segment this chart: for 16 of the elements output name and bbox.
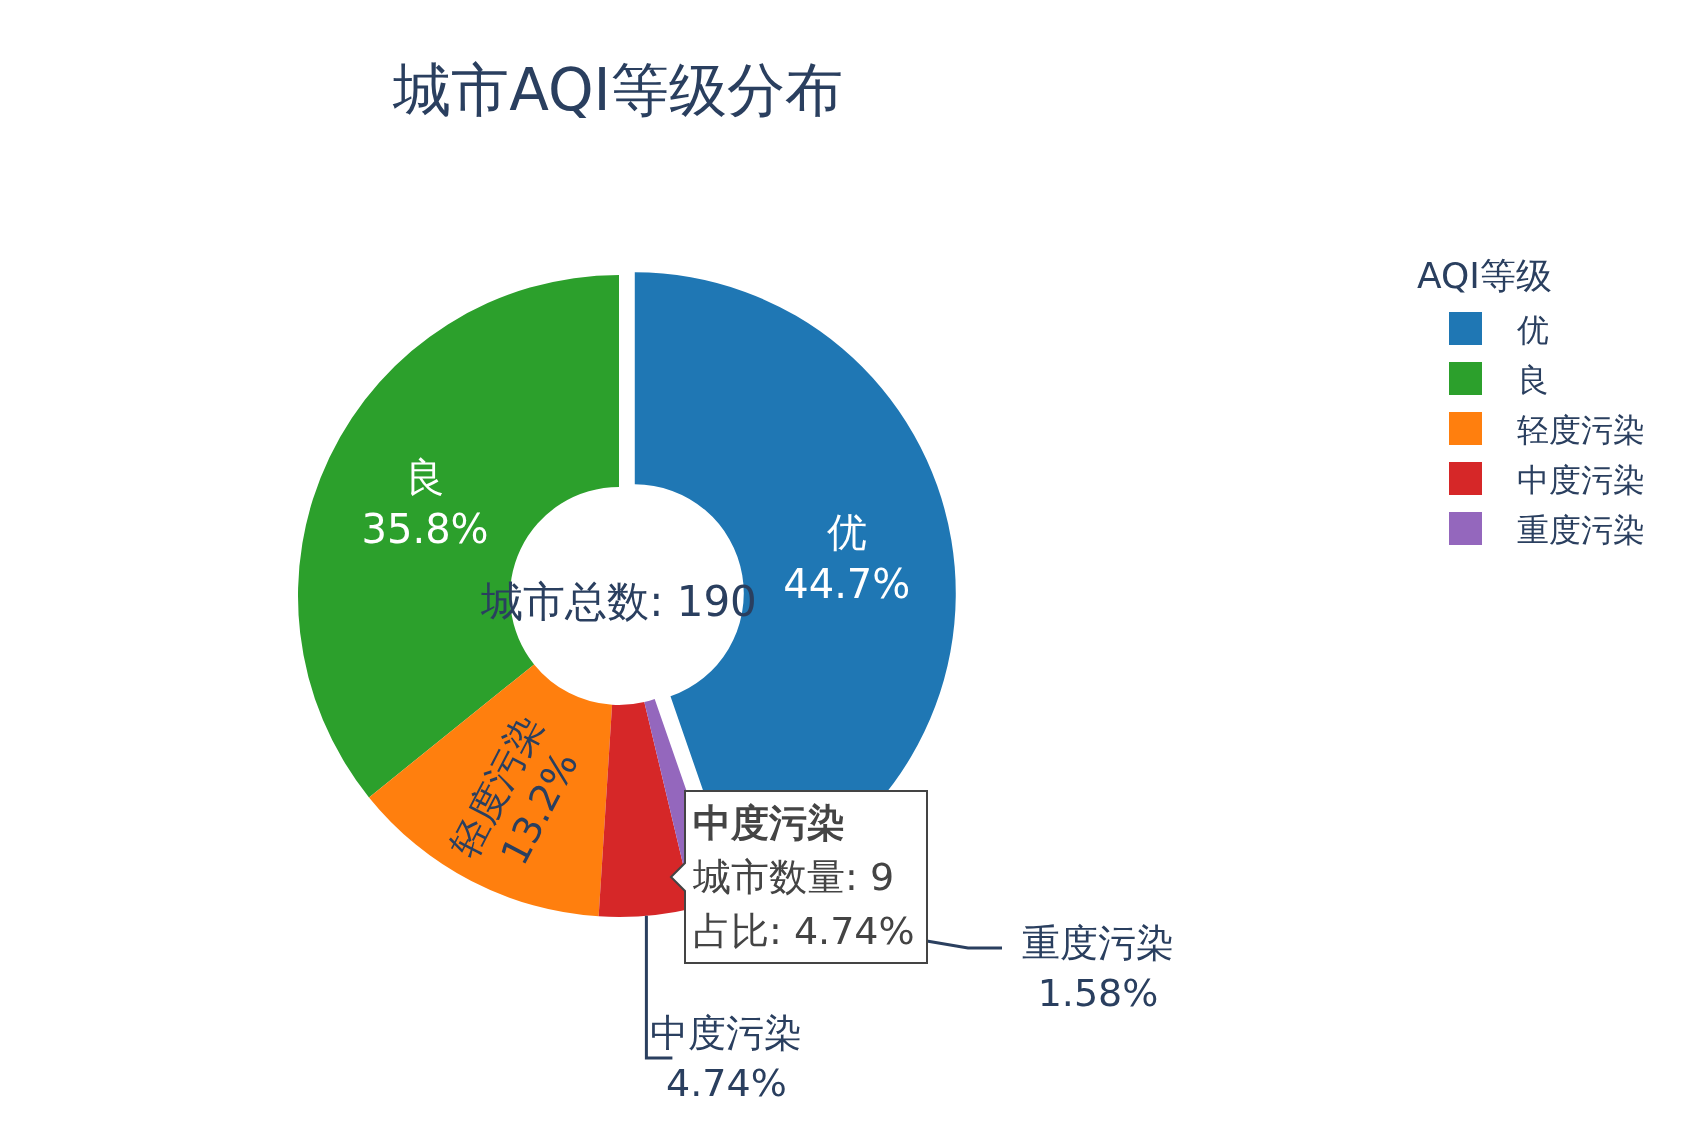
- legend-label: 中度污染: [1517, 461, 1645, 499]
- slice-label: 良: [405, 454, 446, 501]
- chart-title: 城市AQI等级分布: [392, 56, 843, 124]
- legend-label: 良: [1517, 361, 1549, 399]
- data-label: 1.58%: [1037, 971, 1159, 1015]
- legend-label: 优: [1517, 311, 1549, 349]
- slice-label: 中度污染: [650, 1011, 803, 1055]
- slice-label: 优: [826, 508, 867, 555]
- legend-label: 轻度污染: [1517, 411, 1645, 449]
- data-label: 44.7%: [783, 560, 911, 607]
- data-label: 35.8%: [361, 506, 489, 553]
- legend-title: AQI等级: [1417, 255, 1552, 296]
- legend-label: 重度污染: [1517, 511, 1645, 549]
- data-label: 4.74%: [666, 1061, 787, 1105]
- hover-tooltip: 中度污染 城市数量: 9 占比: 4.74%: [669, 790, 928, 964]
- slice-label: 重度污染: [1022, 921, 1174, 965]
